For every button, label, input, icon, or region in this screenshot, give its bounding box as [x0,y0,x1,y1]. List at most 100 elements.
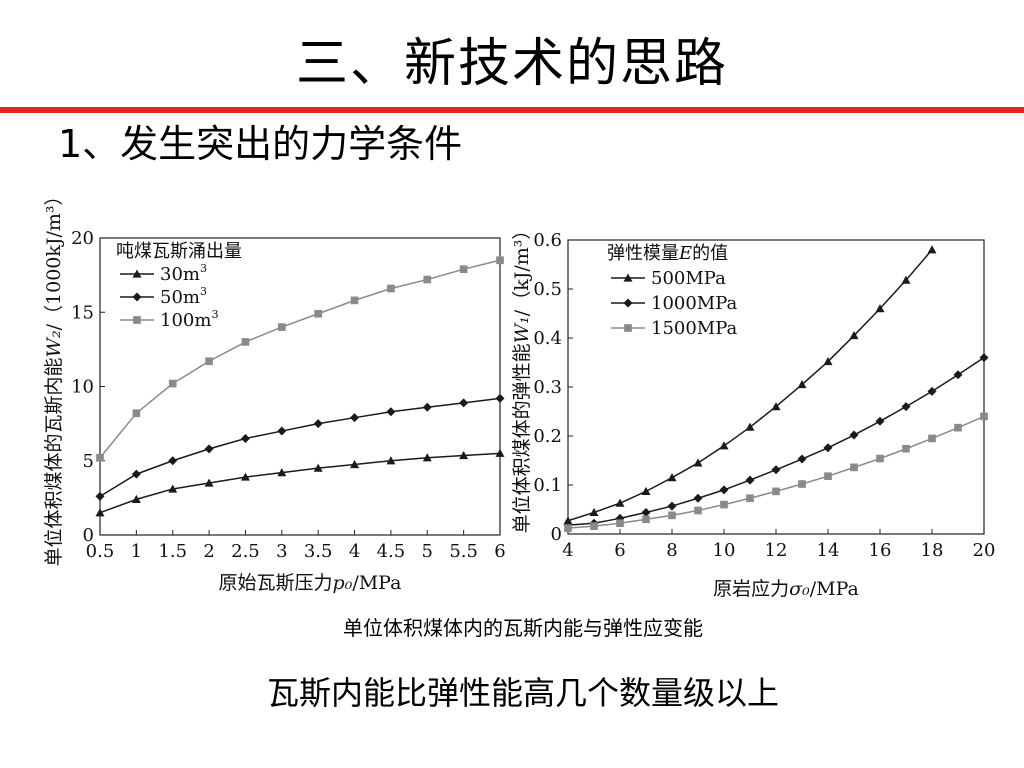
elastic-energy-chart-svg: 4 6 8 10 12 14 16 18 20 0 0.1 0.2 0.3 0.4 0.5 0.6 原岩应力σ₀… [511,221,996,600]
left-x-tick-label: 6 [494,541,505,562]
left-data-point [277,426,287,436]
right-x-tick-label: 4 [562,540,573,561]
right-data-point [589,507,599,517]
right-data-point [902,444,910,453]
left-data-point [496,256,504,265]
left-x-tick-label: 2.5 [231,541,260,562]
right-data-point [849,430,859,440]
right-data-point [563,516,573,525]
figure-caption: 单位体积煤体内的瓦斯内能与弹性应变能 [343,616,703,640]
left-data-point [313,419,323,429]
left-data-point [168,484,178,493]
left-data-point [422,402,432,412]
slide-title: 三、新技术的思路 [295,34,728,94]
left-data-point [422,453,432,462]
right-x-tick-label: 8 [666,540,677,561]
right-data-point [590,522,598,530]
right-legend-marker [624,324,632,332]
left-y-tick-label: 15 [71,302,94,323]
left-legend-label: 100m3 [160,308,219,331]
left-series-line [99,397,501,498]
right-data-point [745,475,755,485]
left-legend-label: 30m3 [160,262,207,285]
left-y-tick-label: 20 [71,228,94,249]
right-y-tick-label: 0 [551,524,562,545]
left-data-point [131,469,141,479]
right-x-axis-title: 原岩应力σ₀/MPa [713,578,859,600]
elastic-energy-chart: 4 6 8 10 12 14 16 18 20 0 0.1 0.2 0.3 0.4 0.5 0.6 原岩应力σ₀… [510,205,1000,605]
right-data-point [876,454,884,463]
right-data-point [616,519,624,528]
right-data-point [980,412,988,421]
right-legend-label: 500MPa [651,268,726,289]
left-data-point [241,338,250,346]
right-data-point [798,480,806,488]
left-data-point [168,456,178,466]
left-data-point [205,357,213,366]
right-data-point [823,443,833,453]
left-data-point [131,494,141,503]
left-data-point [240,433,250,443]
right-y-tick-label: 0.2 [533,426,562,447]
right-legend-marker [623,298,633,308]
right-data-point [849,331,859,340]
left-data-point [350,296,359,305]
left-legend-title: 吨煤瓦斯涌出量 [116,241,242,262]
right-data-point [875,304,885,313]
right-data-point [771,402,781,411]
right-data-point [667,473,677,482]
right-data-point [693,458,703,467]
right-data-point [901,275,911,284]
left-x-tick-label: 3 [276,541,287,562]
left-data-point [277,323,286,331]
left-y-tick-label: 10 [71,377,94,398]
left-series-1 [95,448,505,517]
right-data-point [564,524,572,532]
right-data-point [954,423,962,432]
left-y-tick-label: 5 [83,451,94,472]
gas-energy-chart: 0.5 1 1.5 2 2.5 3 3.5 4 4.5 5 5.5 6 0 5 10 15 20 原始瓦斯压力p₀… [38,176,508,606]
right-y-tick-label: 0.1 [533,475,562,496]
right-data-point [927,245,937,254]
left-data-point [387,284,395,293]
right-data-point [927,386,937,396]
left-x-tick-label: 5 [422,541,433,562]
right-data-point [875,416,885,426]
left-series-line [99,259,501,459]
left-data-point [459,398,469,408]
left-x-tick-label: 1.5 [158,541,187,562]
right-data-point [642,515,650,524]
right-legend-label: 1000MPa [651,293,738,314]
right-data-point [720,500,728,509]
right-y-tick-label: 0.5 [533,279,562,300]
right-data-point [641,486,651,495]
right-data-point [668,511,676,520]
right-data-point [745,422,755,431]
left-x-tick-label: 0.5 [86,541,115,562]
right-data-point [641,507,651,517]
left-data-point [96,453,104,462]
right-data-point [667,501,677,511]
left-legend-marker [133,316,141,324]
right-y-tick-label: 0.6 [533,230,562,251]
right-data-point [850,463,858,472]
left-x-tick-label: 4.5 [377,541,406,562]
right-x-tick-label: 12 [765,540,788,561]
right-data-point [979,353,989,363]
left-data-point [386,407,396,417]
left-data-point [495,448,505,457]
right-series-line [567,356,985,526]
right-y-tick-label: 0.3 [533,377,562,398]
right-data-point [797,454,807,464]
right-series-1 [563,245,937,525]
right-data-point [797,380,807,389]
right-y-axis-title: 单位体积煤体的弹性能W₁/（kJ/m³） [511,221,533,534]
right-data-point [746,494,754,503]
right-x-tick-label: 18 [921,540,944,561]
right-x-tick-label: 20 [973,540,996,561]
section-subtitle: 1、发生突出的力学条件 [58,122,463,166]
right-legend-title: 弹性模量E的值 [607,243,728,264]
left-data-point [350,459,360,469]
left-data-point [204,444,214,454]
right-series-3 [564,412,988,532]
